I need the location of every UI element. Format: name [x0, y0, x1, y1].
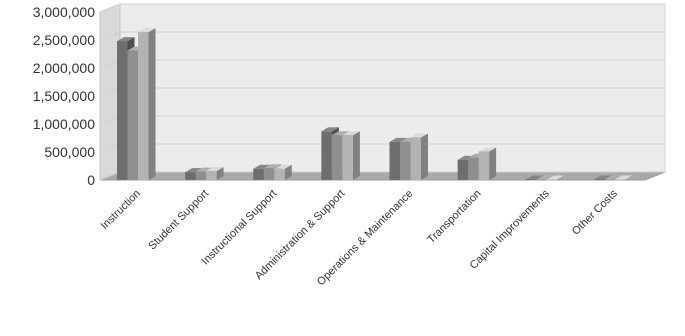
bar: [127, 50, 138, 180]
bar: [593, 179, 605, 180]
bar: [117, 41, 128, 181]
bar-top: [331, 131, 350, 136]
bar-top: [321, 127, 339, 132]
bar-side: [352, 131, 360, 180]
bar-top: [117, 37, 135, 42]
bar: [138, 32, 149, 180]
bar-top: [546, 175, 565, 180]
bar: [206, 171, 217, 180]
bar-top: [614, 175, 633, 180]
gridline: [99, 31, 665, 41]
bar: [604, 179, 615, 181]
bar: [185, 172, 196, 180]
y-tick-label: 500,000: [44, 144, 95, 160]
bar: [410, 137, 421, 180]
y-tick-label: 0: [87, 172, 95, 188]
y-tick-label: 2,000,000: [33, 60, 95, 76]
bar-top: [410, 133, 428, 138]
x-tick-label: Instructional Support: [199, 188, 279, 268]
bar: [536, 179, 547, 181]
bar-top: [389, 137, 407, 142]
bar-top: [195, 167, 214, 172]
bars: [117, 28, 633, 181]
x-axis: Instruction Student SupportInstructional …: [99, 187, 621, 288]
gridline: [99, 3, 665, 13]
bar: [478, 151, 490, 180]
bar: [525, 179, 537, 180]
bar-side: [557, 175, 565, 180]
bar-side: [625, 175, 633, 180]
bar: [331, 135, 343, 180]
bar: [263, 168, 275, 180]
bar-side: [421, 133, 428, 180]
x-tick-label: Other Costs: [570, 187, 620, 237]
bar-top: [593, 175, 612, 180]
x-tick-label: Transportation: [425, 188, 483, 246]
y-tick-label: 2,500,000: [33, 32, 95, 48]
bar: [614, 179, 626, 181]
bar: [274, 168, 285, 180]
bar-side: [216, 167, 224, 180]
bar-top: [138, 28, 156, 33]
floor: [99, 171, 666, 181]
bar-top: [274, 164, 292, 169]
bar-top: [206, 167, 224, 172]
bar-side: [148, 28, 156, 180]
bar: [457, 159, 469, 180]
chart-walls: [99, 3, 666, 181]
bar: [321, 131, 332, 180]
x-tick-label: Capital Improvements: [468, 187, 552, 271]
bar-top: [525, 175, 544, 180]
bar: [546, 179, 558, 181]
bar-top: [536, 175, 554, 180]
bar: [389, 141, 400, 180]
bar: [342, 135, 353, 180]
y-tick-label: 1,500,000: [33, 88, 95, 104]
bar-side: [284, 164, 292, 180]
y-axis: 0 500,000 1,000,000 1,500,000 2,000,000 2,500…: [33, 4, 96, 188]
bar: [195, 171, 207, 180]
x-tick-label: Instruction: [99, 188, 143, 232]
bar-top: [185, 168, 203, 173]
bar-top: [342, 131, 360, 136]
bar-top: [478, 147, 497, 152]
bar: [400, 141, 411, 180]
bar-side: [489, 147, 497, 180]
y-tick-label: 3,000,000: [33, 4, 95, 20]
y-tick-label: 1,000,000: [33, 116, 95, 132]
bar: [468, 157, 479, 180]
bar: [253, 168, 264, 180]
bar-top: [604, 175, 622, 180]
x-tick-label: Student Support: [146, 188, 211, 253]
bar-top: [263, 164, 282, 169]
bar-top: [253, 164, 271, 169]
